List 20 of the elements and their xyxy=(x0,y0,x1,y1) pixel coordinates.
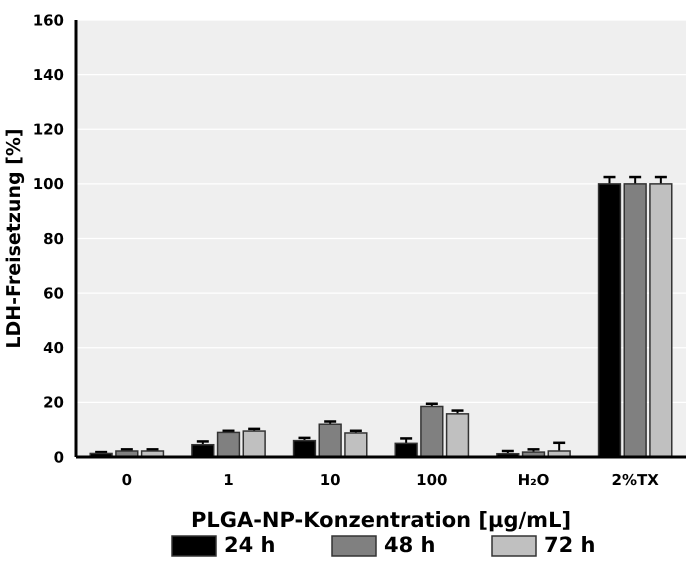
x-tick-label: 1 xyxy=(223,471,234,489)
y-axis-title: LDH-Freisetzung [%] xyxy=(3,128,25,349)
y-tick-label: 0 xyxy=(54,448,64,466)
x-tick-label: H₂O xyxy=(518,471,550,489)
y-tick-label: 80 xyxy=(43,230,64,248)
x-tick-label: 2%TX xyxy=(612,471,660,489)
x-tick-label: 0 xyxy=(122,471,132,489)
y-tick-label: 120 xyxy=(32,120,64,138)
x-tick-label: 100 xyxy=(416,471,448,489)
y-tick-label: 60 xyxy=(43,284,64,302)
x-axis-title: PLGA-NP-Konzentration [µg/mL] xyxy=(190,508,572,532)
x-tick-label: 10 xyxy=(320,471,341,489)
y-tick-label: 160 xyxy=(32,11,64,30)
legend-label: 24 h xyxy=(224,533,276,557)
y-tick-label: 20 xyxy=(43,394,64,412)
legend-label: 72 h xyxy=(544,533,596,557)
y-tick-label: 140 xyxy=(32,66,64,84)
y-tick-label: 40 xyxy=(43,339,64,357)
legend-label: 48 h xyxy=(384,533,436,557)
y-tick-label: 100 xyxy=(32,175,64,194)
